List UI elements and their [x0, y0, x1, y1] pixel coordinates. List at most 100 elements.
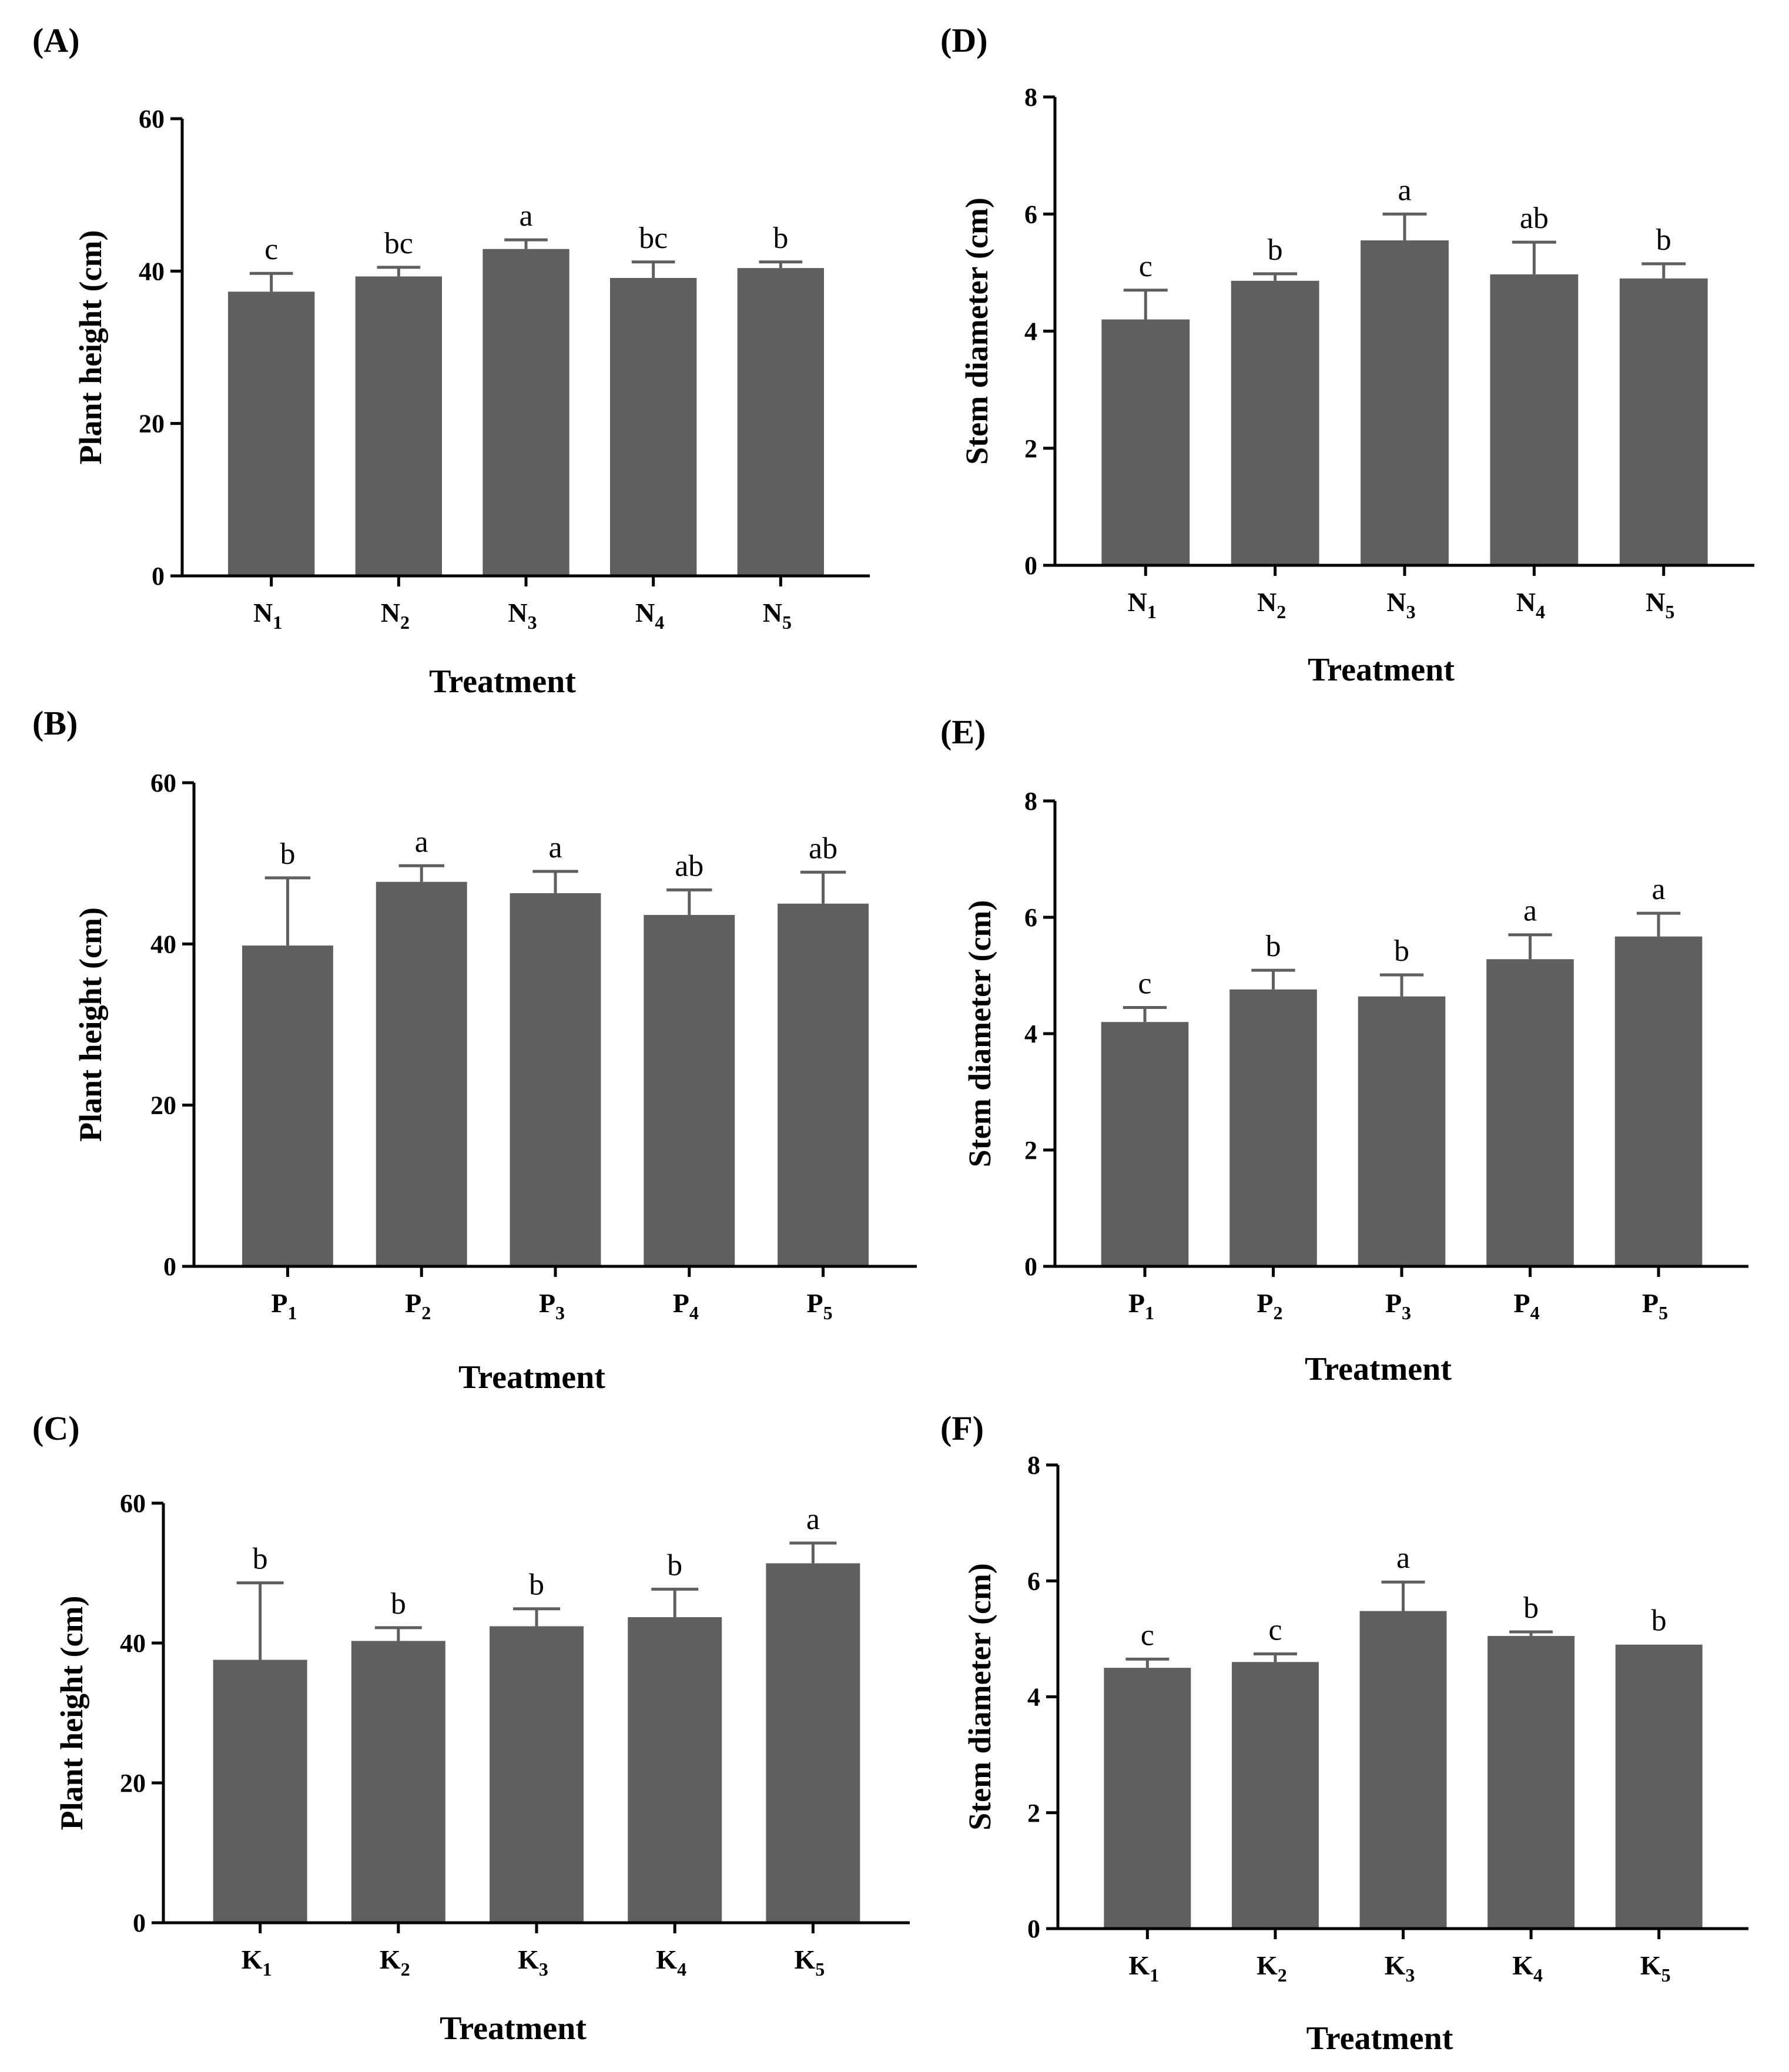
bar [766, 1563, 860, 1923]
y-tick-label: 60 [120, 1489, 146, 1518]
x-tick-label: N5 [763, 598, 792, 633]
panel-label: (B) [32, 704, 78, 742]
bar [1488, 1635, 1575, 1929]
x-axis-label: Treatment [1305, 1351, 1452, 1387]
x-tick-label: P4 [673, 1288, 699, 1323]
bar [1101, 319, 1190, 565]
bar [644, 914, 735, 1266]
significance-letter: a [548, 831, 562, 864]
significance-letter: b [280, 837, 295, 871]
bar [1359, 1611, 1447, 1929]
y-axis-label: Stem diameter (cm) [962, 1563, 997, 1830]
significance-letter: b [253, 1543, 268, 1576]
x-tick-label: K3 [1385, 1950, 1415, 1986]
x-tick-label: K2 [1257, 1950, 1287, 1986]
bar [778, 903, 869, 1266]
x-tick-label: K1 [1128, 1950, 1159, 1986]
y-tick-label: 6 [1024, 903, 1037, 932]
y-tick-label: 6 [1027, 1567, 1040, 1595]
x-tick-label: K2 [380, 1944, 410, 1980]
significance-letter: a [415, 825, 428, 859]
panel-a: (A) c N1 bc N2 a N3 bc N4 b N5 0 20 40 60 Plant height … [32, 21, 870, 700]
panel-c: (C) b K1 b K2 b K3 b K4 a K5 0 20 40 60 Plant height (c… [32, 1409, 910, 2047]
y-tick-label: 2 [1024, 434, 1037, 463]
significance-letter: b [1523, 1591, 1539, 1625]
significance-letter: bc [384, 227, 413, 260]
x-tick-label: P2 [1257, 1288, 1282, 1323]
bar [628, 1617, 722, 1923]
x-tick-label: P1 [271, 1288, 297, 1323]
y-tick-label: 2 [1024, 1136, 1037, 1165]
significance-letter: a [806, 1503, 820, 1536]
significance-letter: b [1656, 223, 1671, 257]
bar [213, 1659, 307, 1923]
significance-letter: a [519, 199, 532, 233]
y-tick-label: 8 [1027, 1451, 1040, 1480]
y-tick-label: 20 [120, 1769, 146, 1798]
y-tick-label: 4 [1024, 317, 1037, 346]
significance-letter: c [1268, 1614, 1282, 1647]
y-tick-label: 0 [1027, 1915, 1040, 1943]
x-tick-label: P3 [539, 1288, 565, 1323]
x-tick-label: N1 [1128, 587, 1157, 622]
panel-label: (A) [32, 21, 80, 59]
bar [610, 278, 697, 576]
bar [1231, 1662, 1319, 1929]
panel-label: (D) [940, 21, 988, 59]
x-tick-label: P5 [807, 1288, 833, 1323]
bar [1614, 936, 1703, 1266]
y-axis-label: Plant height (cm) [54, 1596, 89, 1830]
x-axis-label: Treatment [1308, 652, 1455, 688]
significance-letter: ab [675, 849, 703, 883]
significance-letter: b [667, 1548, 682, 1582]
y-axis-label: Plant height (cm) [73, 230, 108, 465]
y-tick-label: 60 [139, 105, 165, 133]
significance-letter: a [1396, 1541, 1410, 1575]
significance-letter: b [391, 1587, 406, 1621]
y-tick-label: 8 [1024, 787, 1037, 816]
significance-letter: b [773, 222, 788, 255]
bar [1615, 1644, 1703, 1929]
panel-f: (F) c K1 c K2 a K3 b K4 b K5 0 2 4 6 8 Stem diameter (cm… [940, 1409, 1748, 2057]
bar [737, 268, 824, 576]
panel-e: (E) c P1 b P2 b P3 a P4 a P5 0 2 4 6 8 Stem diameter (cm… [940, 713, 1748, 1387]
significance-letter: bc [639, 222, 668, 255]
panel-label: (C) [32, 1409, 80, 1447]
significance-letter: c [1138, 967, 1151, 1000]
y-tick-label: 4 [1027, 1683, 1040, 1712]
bar [1101, 1022, 1189, 1266]
y-axis-label: Stem diameter (cm) [959, 197, 994, 465]
y-tick-label: 2 [1027, 1799, 1040, 1828]
x-tick-label: N3 [508, 598, 537, 633]
bar [1619, 278, 1708, 565]
y-tick-label: 0 [152, 562, 165, 591]
significance-letter: b [1265, 930, 1281, 963]
significance-letter: c [1141, 1618, 1154, 1652]
x-tick-label: N2 [381, 598, 410, 633]
significance-letter: b [1268, 233, 1283, 267]
x-tick-label: K3 [518, 1944, 548, 1980]
x-tick-label: N5 [1646, 587, 1674, 622]
y-tick-label: 40 [139, 257, 165, 286]
y-axis-label: Stem diameter (cm) [962, 900, 997, 1168]
y-tick-label: 0 [1024, 1252, 1037, 1281]
bar [1104, 1668, 1191, 1929]
y-tick-label: 4 [1024, 1020, 1037, 1048]
significance-letter: a [1398, 173, 1411, 207]
x-axis-label: Treatment [429, 663, 576, 700]
significance-letter: b [1651, 1604, 1667, 1638]
bar [1229, 989, 1317, 1266]
y-tick-label: 0 [133, 1909, 146, 1937]
bar [351, 1641, 445, 1923]
bar [1490, 274, 1579, 565]
y-tick-label: 60 [150, 769, 176, 797]
x-tick-label: N2 [1257, 587, 1286, 622]
bar [1358, 996, 1446, 1266]
x-tick-label: P5 [1642, 1288, 1668, 1323]
x-tick-label: N4 [635, 598, 664, 633]
significance-letter: c [1139, 250, 1153, 283]
x-tick-label: K5 [1640, 1950, 1671, 1986]
y-tick-label: 40 [150, 930, 176, 958]
y-axis-label: Plant height (cm) [73, 907, 108, 1142]
